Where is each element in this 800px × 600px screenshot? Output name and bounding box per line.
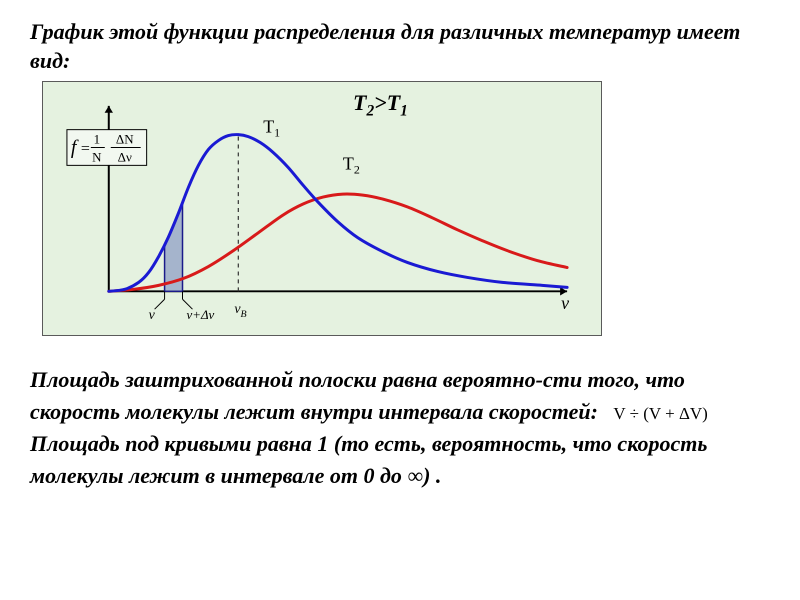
svg-text:1: 1 bbox=[94, 132, 100, 147]
svg-text:T1: T1 bbox=[263, 117, 280, 140]
interval-formula: V ÷ (V + ΔV) bbox=[603, 404, 767, 423]
svg-text:ν: ν bbox=[149, 308, 156, 323]
svg-text:Δν: Δν bbox=[118, 150, 132, 165]
page-title: График этой функции распределения для ра… bbox=[30, 18, 770, 75]
distribution-chart: νf=1NΔNΔννν+ΔννBT1T2 bbox=[49, 88, 595, 329]
temperature-relation: T2>T1 bbox=[353, 90, 408, 120]
svg-text:νB: νB bbox=[234, 302, 246, 320]
svg-text:ΔN: ΔN bbox=[116, 132, 134, 147]
chart-panel: T2>T1 νf=1NΔNΔννν+ΔννBT1T2 bbox=[42, 81, 602, 336]
svg-text:ν: ν bbox=[561, 293, 569, 313]
description-text: Площадь заштрихованной полоски равна вер… bbox=[30, 364, 770, 492]
svg-text:=: = bbox=[81, 141, 90, 158]
svg-text:T2: T2 bbox=[343, 154, 360, 177]
svg-text:ν+Δν: ν+Δν bbox=[186, 307, 214, 322]
svg-text:N: N bbox=[92, 150, 102, 165]
